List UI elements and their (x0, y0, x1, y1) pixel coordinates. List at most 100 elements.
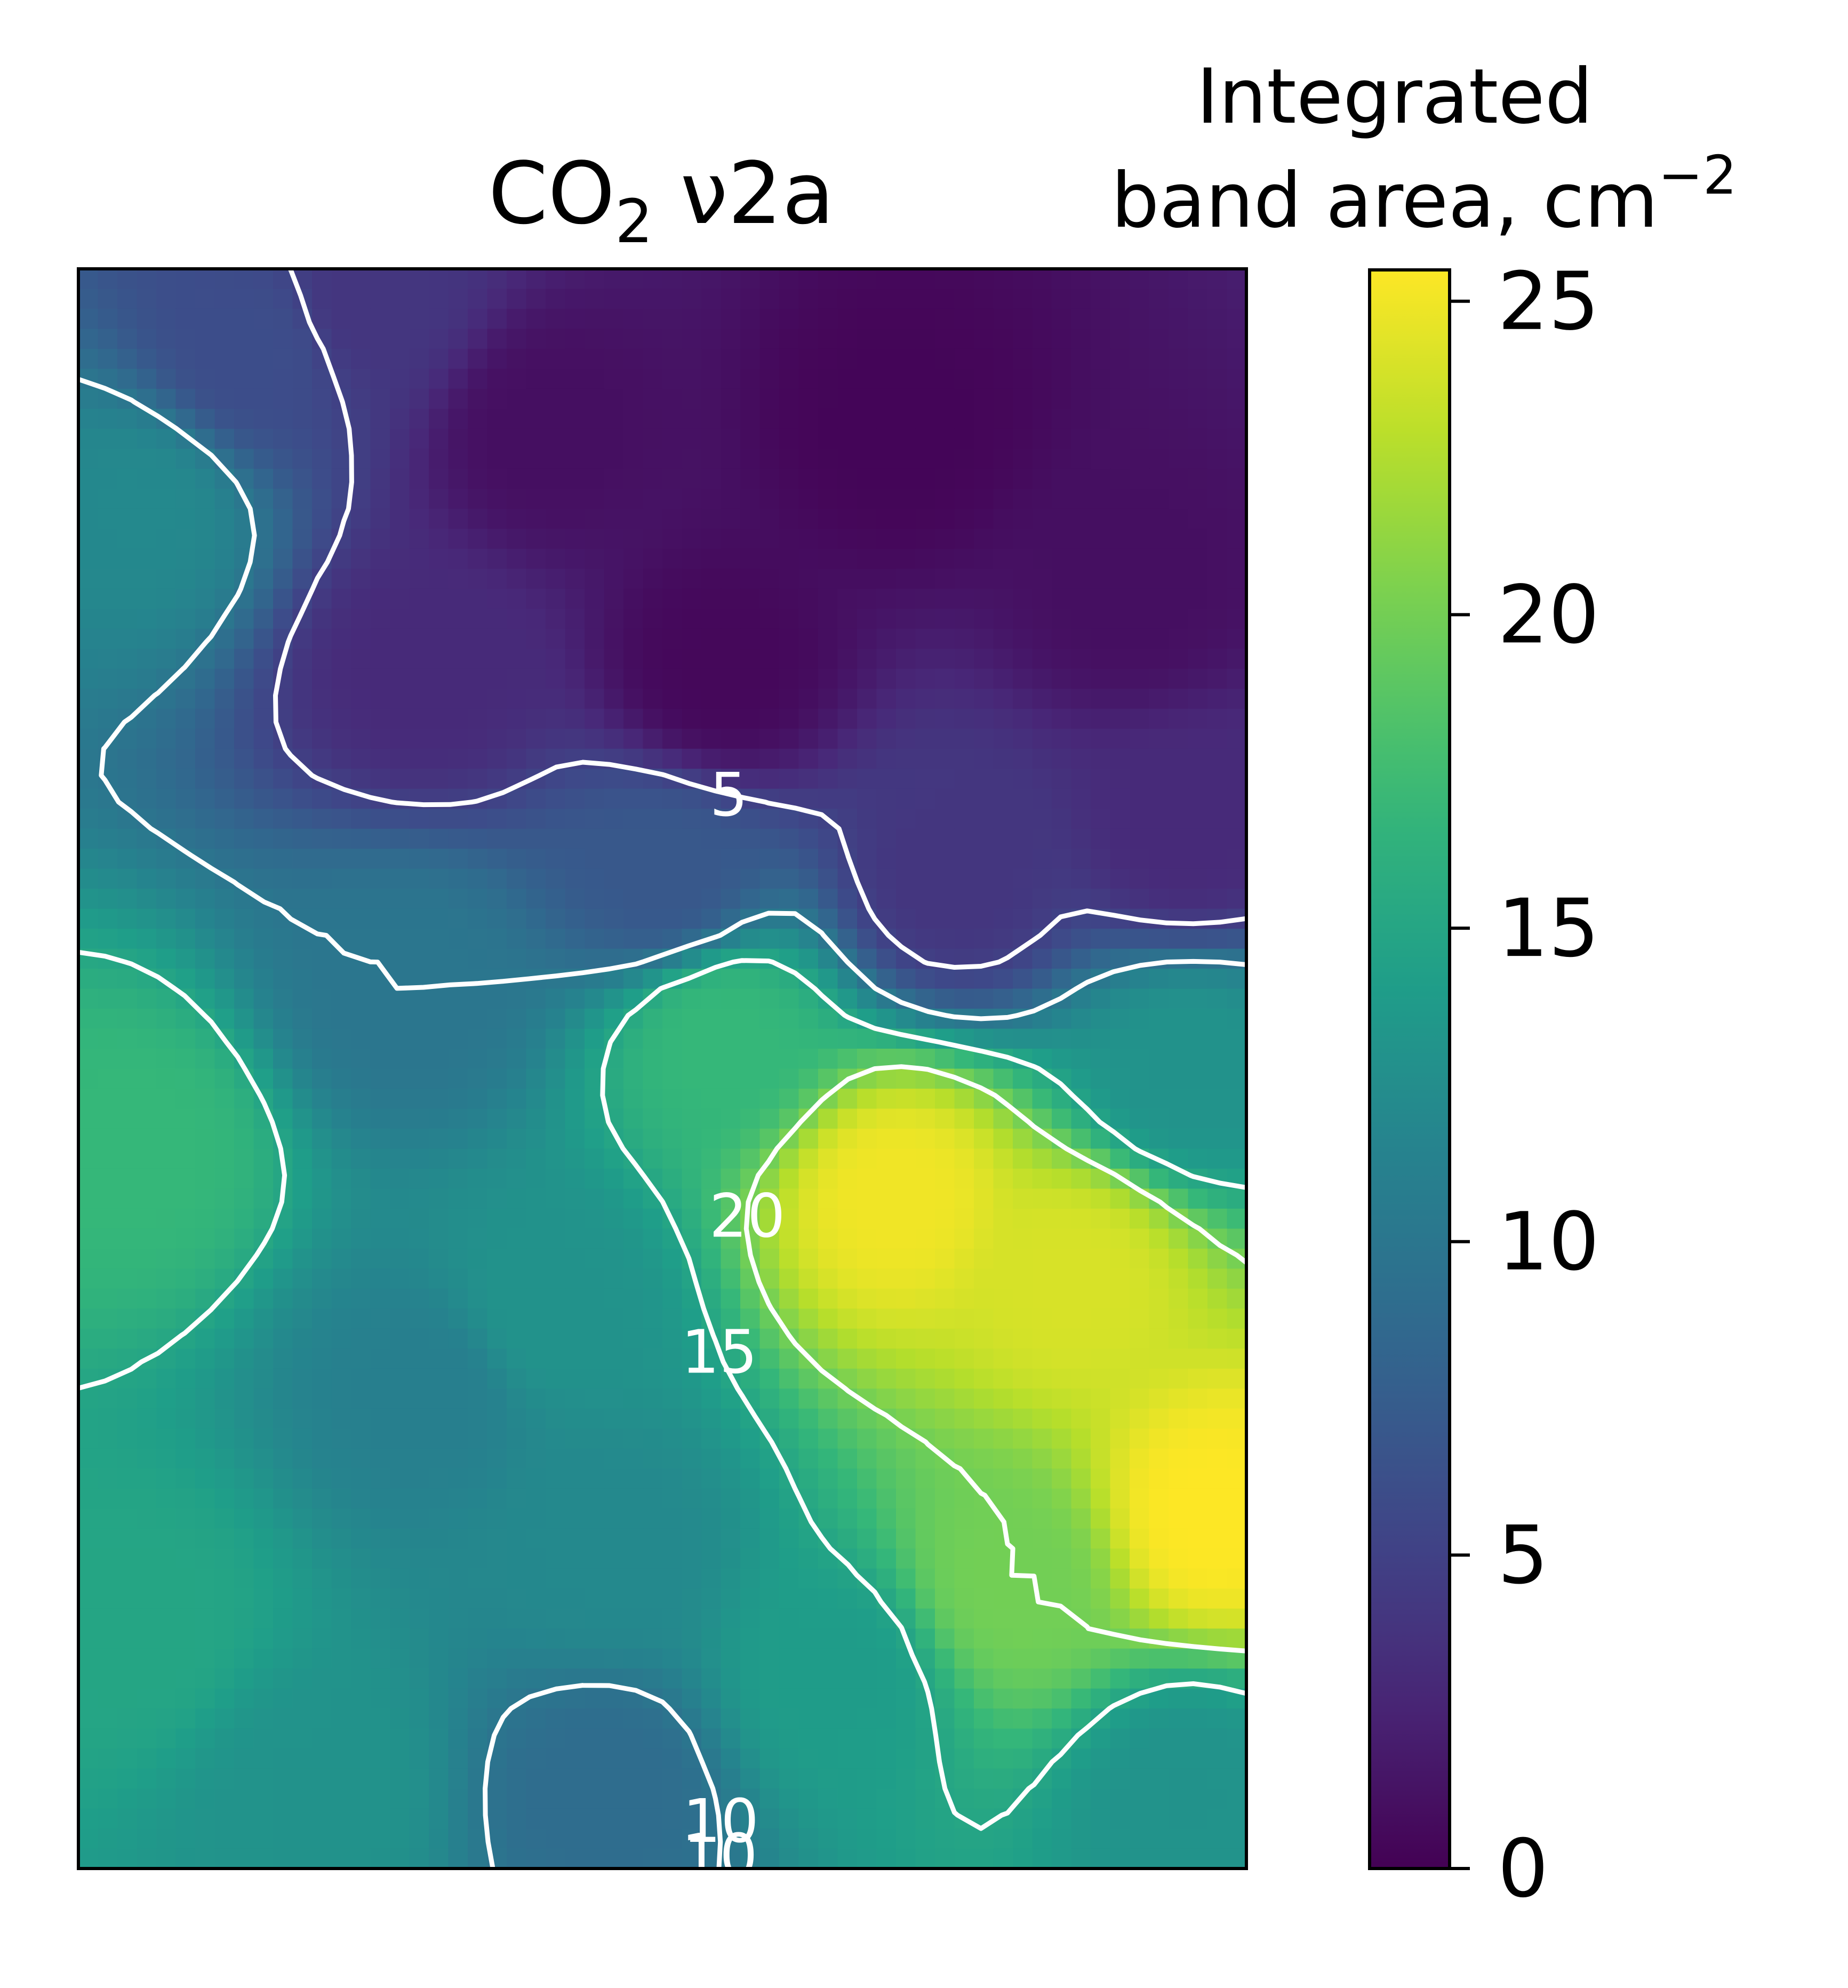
heatmap-cell (195, 1688, 215, 1710)
heatmap-cell (1110, 788, 1130, 810)
heatmap-cell (253, 1328, 274, 1350)
heatmap-cell (623, 828, 644, 850)
heatmap-cell (798, 889, 819, 909)
heatmap-cell (312, 1208, 332, 1229)
heatmap-cell (429, 1248, 449, 1270)
heatmap-cell (137, 1829, 157, 1849)
heatmap-cell (565, 1528, 585, 1550)
heatmap-cell (331, 1228, 351, 1249)
heatmap-cell (507, 1668, 527, 1689)
heatmap-cell (487, 1328, 507, 1350)
heatmap-cell (623, 729, 644, 749)
heatmap-cell (429, 1708, 449, 1729)
heatmap-cell (565, 1188, 585, 1209)
heatmap-cell (779, 569, 799, 589)
heatmap-cell (818, 788, 838, 810)
heatmap-cell (468, 689, 488, 709)
heatmap-cell (759, 308, 780, 330)
heatmap-cell (1207, 569, 1228, 589)
heatmap-cell (487, 628, 507, 650)
heatmap-cell (1052, 529, 1072, 549)
heatmap-cell (585, 1388, 605, 1409)
heatmap-cell (1227, 1009, 1246, 1029)
heatmap-cell (662, 1468, 683, 1489)
heatmap-cell (954, 729, 974, 749)
heatmap-cell (409, 1628, 429, 1649)
heatmap-cell (312, 788, 332, 810)
heatmap-cell (1013, 1168, 1033, 1189)
heatmap-cell (1110, 1528, 1130, 1550)
heatmap-cell (253, 369, 274, 389)
heatmap-cell (1227, 1508, 1246, 1529)
heatmap-cell (837, 289, 858, 309)
heatmap-cell (78, 449, 99, 469)
heatmap-cell (137, 1848, 157, 1869)
heatmap-cell (701, 1128, 722, 1149)
heatmap-cell (214, 388, 235, 410)
heatmap-cell (1169, 1548, 1189, 1569)
heatmap-cell (487, 1168, 507, 1189)
heatmap-cell (546, 1628, 566, 1649)
heatmap-cell (935, 1408, 955, 1430)
heatmap-cell (156, 369, 177, 389)
heatmap-cell (1169, 748, 1189, 770)
heatmap-cell (117, 1388, 138, 1409)
heatmap-cell (156, 588, 177, 610)
heatmap-cell (273, 409, 293, 429)
heatmap-cell (370, 809, 390, 829)
heatmap-cell (175, 1848, 196, 1869)
heatmap-cell (662, 289, 683, 309)
heatmap-cell (954, 908, 974, 930)
heatmap-cell (1169, 468, 1189, 490)
heatmap-cell (468, 388, 488, 410)
heatmap-cell (974, 468, 994, 490)
heatmap-cell (1013, 748, 1033, 770)
heatmap-cell (370, 889, 390, 909)
heatmap-cell (117, 1148, 138, 1169)
heatmap-cell (662, 1608, 683, 1630)
heatmap-cell (1207, 409, 1228, 429)
heatmap-cell (1110, 529, 1130, 549)
heatmap-cell (292, 809, 313, 829)
heatmap-cell (896, 849, 916, 869)
heatmap-cell (351, 348, 371, 370)
contour-label-15-2: 15 (682, 1318, 758, 1387)
heatmap-cell (1169, 508, 1189, 530)
heatmap-cell (604, 1749, 624, 1769)
heatmap-cell (214, 1408, 235, 1430)
heatmap-cell (98, 1268, 118, 1289)
heatmap-cell (292, 708, 313, 730)
heatmap-cell (507, 748, 527, 770)
heatmap-cell (390, 1088, 410, 1109)
heatmap-cell (1013, 1328, 1033, 1350)
heatmap-cell (78, 1628, 99, 1649)
heatmap-cell (1149, 369, 1169, 389)
heatmap-cell (468, 1088, 488, 1109)
heatmap-cell (117, 1568, 138, 1590)
heatmap-cell (546, 329, 566, 349)
heatmap-cell (798, 729, 819, 749)
heatmap-cell (954, 828, 974, 850)
heatmap-cell (448, 748, 468, 770)
heatmap-cell (526, 1468, 546, 1489)
heatmap-cell (117, 1268, 138, 1289)
heatmap-cell (759, 929, 780, 949)
heatmap-cell (643, 668, 663, 690)
heatmap-cell (643, 1668, 663, 1689)
heatmap-cell (740, 689, 761, 709)
heatmap-cell (1188, 1568, 1208, 1590)
heatmap-cell (779, 668, 799, 690)
heatmap-cell (818, 1488, 838, 1510)
heatmap-cell (137, 1749, 157, 1769)
heatmap-cell (993, 929, 1013, 949)
heatmap-cell (935, 1668, 955, 1689)
heatmap-cell (351, 1708, 371, 1729)
heatmap-cell (137, 1768, 157, 1790)
heatmap-cell (331, 628, 351, 650)
heatmap-cell (409, 908, 429, 930)
heatmap-cell (175, 348, 196, 370)
heatmap-cell (214, 1088, 235, 1109)
heatmap-cell (798, 269, 819, 290)
heatmap-cell (1188, 988, 1208, 1010)
heatmap-cell (818, 1508, 838, 1529)
